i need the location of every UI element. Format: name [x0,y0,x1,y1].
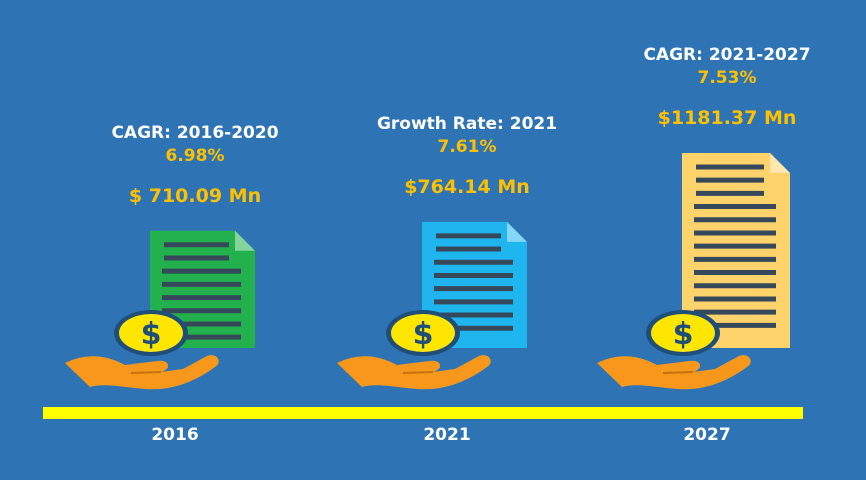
metric-label-2027: CAGR: 2021-2027 [643,44,811,65]
metric-rate-2027: 7.53% [697,67,757,88]
dollar-sign-icon: $ [673,317,694,352]
metric-label-2016: CAGR: 2016-2020 [111,122,279,143]
hand-thumb-crease [130,371,162,374]
document-lines [434,233,513,331]
year-label-2027: 2027 [683,425,731,445]
metric-label-2021: Growth Rate: 2021 [376,113,558,134]
metric-rate-2016: 6.98% [165,145,225,166]
column-2027: $ [597,152,790,390]
dollar-sign-icon: $ [141,317,162,352]
document-fold-corner [507,221,527,242]
column-2016: $ [65,230,255,390]
hand-thumb-crease [662,371,694,374]
document-fold-corner [235,230,255,251]
dollar-sign-icon: $ [413,317,434,352]
metric-rate-2021: 7.61% [437,136,497,157]
dollar-coin-icon [651,314,715,352]
year-label-2021: 2021 [423,425,471,445]
value-label-2021: $764.14 Mn [404,175,530,198]
hand-thumb-crease [402,371,434,374]
document-lines [694,164,776,328]
document-fold-corner [770,152,790,173]
value-label-2016: $ 710.09 Mn [128,184,262,207]
dollar-coin-icon [119,314,183,352]
timeline-bar [43,407,803,419]
column-2021: $ [337,221,527,390]
year-label-2016: 2016 [151,425,199,445]
dollar-coin-icon [391,314,455,352]
value-label-2027: $1181.37 Mn [657,106,797,129]
